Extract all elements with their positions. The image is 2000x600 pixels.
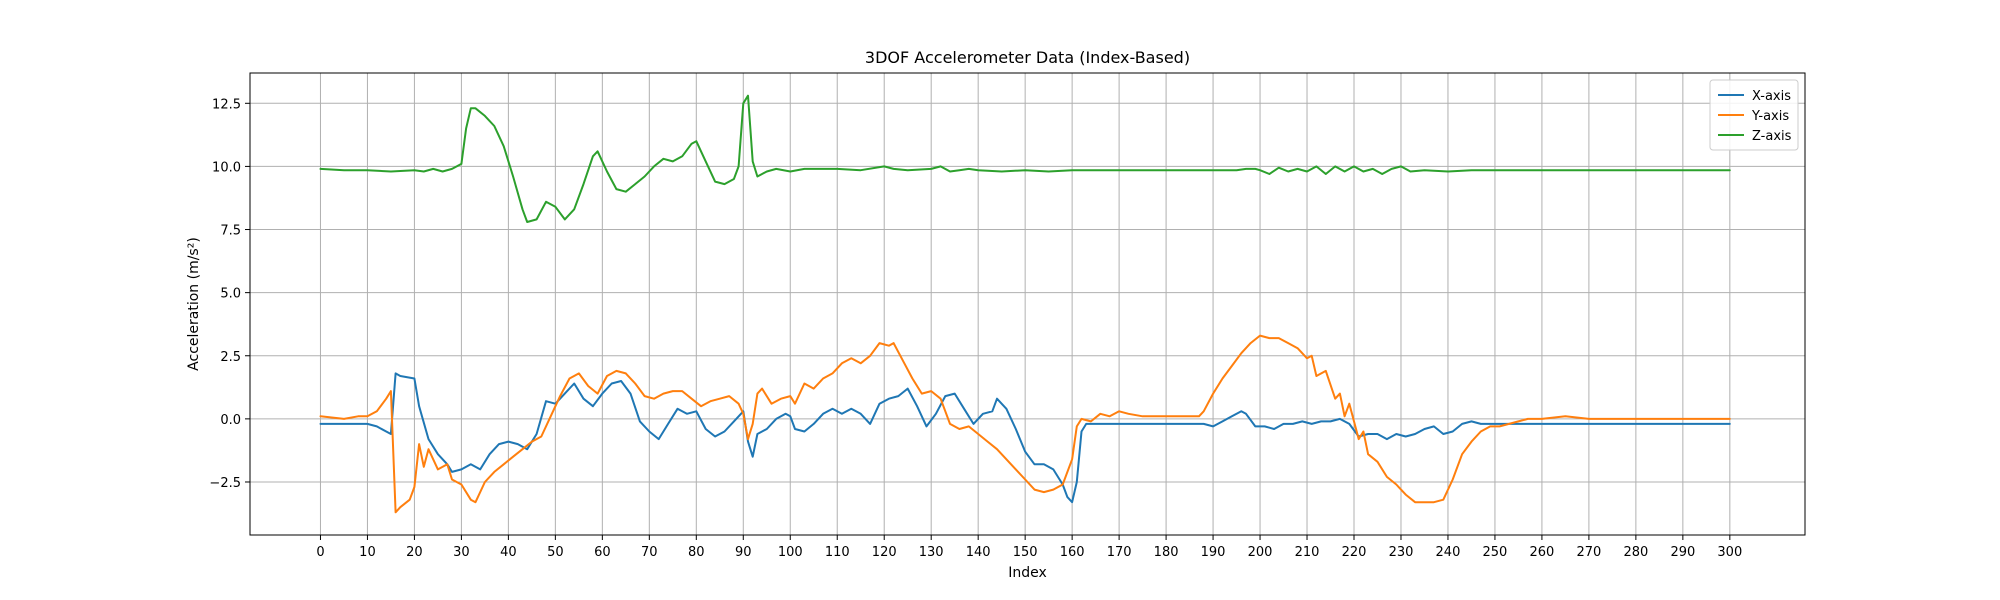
x-tick-label: 20 [406, 545, 423, 560]
x-tick-label: 180 [1154, 545, 1179, 560]
x-tick-label: 140 [966, 545, 991, 560]
legend-box [1709, 79, 1799, 151]
series-line-y-axis [319, 334, 1731, 514]
x-tick-label: 0 [316, 545, 324, 560]
x-tick-label: 250 [1483, 545, 1508, 560]
x-tick-label: 200 [1248, 545, 1273, 560]
x-tick-label: 160 [1060, 545, 1085, 560]
series-layer [319, 94, 1731, 514]
chart-title: 3DOF Accelerometer Data (Index-Based) [865, 48, 1190, 67]
x-tick-label: 110 [825, 545, 850, 560]
legend-label-y-axis: Y-axis [1751, 109, 1789, 124]
x-tick-label: 60 [594, 545, 611, 560]
y-tick-label: 2.5 [220, 350, 241, 365]
x-tick-label: 280 [1623, 545, 1648, 560]
series-line-z-axis [319, 94, 1731, 223]
y-axis-label: Acceleration (m/s²) [186, 237, 202, 371]
x-tick-label: 260 [1530, 545, 1555, 560]
x-tick-label: 210 [1295, 545, 1320, 560]
x-tick-label: 190 [1201, 545, 1226, 560]
x-tick-label: 220 [1342, 545, 1367, 560]
x-tick-label: 70 [641, 545, 658, 560]
y-tick-label: 10.0 [212, 160, 241, 175]
y-tick-label: 5.0 [220, 287, 241, 302]
y-tick-label: −2.5 [209, 476, 241, 491]
x-tick-label: 120 [872, 545, 897, 560]
x-tick-label: 130 [919, 545, 944, 560]
x-tick-label: 100 [778, 545, 803, 560]
x-tick-label: 270 [1576, 545, 1601, 560]
x-tick-label: 290 [1670, 545, 1695, 560]
y-tick-label: 0.0 [220, 413, 241, 428]
x-tick-label: 240 [1436, 545, 1461, 560]
x-tick-label: 80 [688, 545, 705, 560]
series-line-x-axis [319, 372, 1731, 504]
legend-label-x-axis: X-axis [1752, 89, 1791, 104]
x-tick-label: 50 [547, 545, 564, 560]
y-tick-label: 12.5 [212, 97, 241, 112]
plot-frame [249, 72, 1806, 536]
x-tick-label: 40 [500, 545, 517, 560]
x-tick-label: 230 [1389, 545, 1414, 560]
x-tick-label: 10 [359, 545, 376, 560]
grid-layer [250, 73, 1805, 535]
y-tick-label: 7.5 [220, 224, 241, 239]
x-tick-label: 300 [1717, 545, 1742, 560]
x-tick-label: 30 [453, 545, 470, 560]
x-tick-label: 150 [1013, 545, 1038, 560]
legend-label-z-axis: Z-axis [1752, 129, 1792, 144]
tick-layer: 0 10 20 30 40 50 60 70 80 90 100 110 120 130 140 150 160… [209, 97, 1742, 560]
x-tick-label: 170 [1107, 545, 1132, 560]
x-tick-label: 90 [735, 545, 752, 560]
legend: X-axis Y-axis Z-axis [1709, 79, 1799, 151]
x-axis-label: Index [1008, 565, 1047, 581]
